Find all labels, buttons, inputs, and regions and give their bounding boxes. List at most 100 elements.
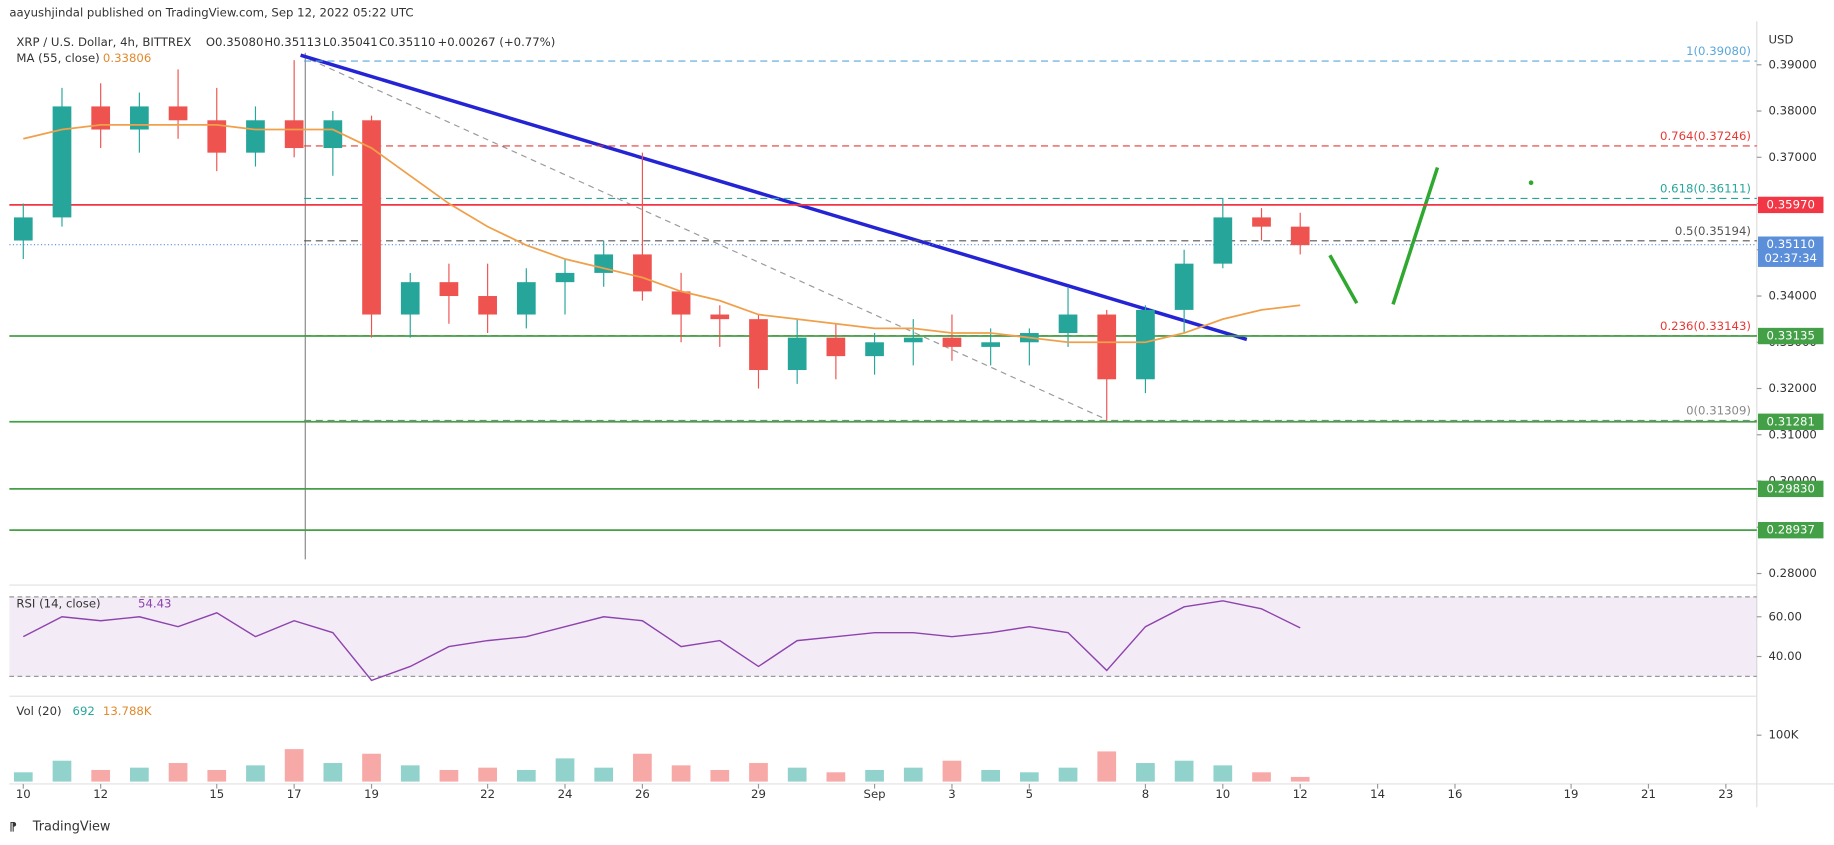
volume-bar [439, 769, 459, 782]
y-tick-label: 0.37000 [1769, 150, 1817, 164]
candle-body [91, 106, 111, 130]
x-tick-label: 17 [287, 787, 302, 801]
candle-body [1213, 217, 1233, 264]
candle-body [168, 106, 188, 121]
volume-bar [130, 767, 149, 782]
volume-bar [1136, 763, 1155, 782]
candle-body [1174, 263, 1194, 310]
rsi-value: 54.43 [138, 596, 171, 610]
volume-bar [400, 765, 420, 782]
candle-body [439, 282, 459, 297]
candle-body [1136, 309, 1155, 380]
candle-body [942, 337, 962, 347]
candle-body [555, 272, 575, 283]
volume-bar [207, 769, 227, 782]
volume-bar [787, 767, 807, 782]
volume-bar [1174, 760, 1194, 782]
candle-body [826, 337, 846, 357]
trendline [300, 53, 1248, 342]
fib-label: 0.5(0.35194) [1675, 224, 1751, 238]
volume-bar [671, 765, 691, 782]
ma-label: MA (55, close) [16, 51, 99, 65]
level-label: 0.35970 [1767, 197, 1815, 211]
volume-bar [1097, 751, 1117, 782]
countdown: 02:37:34 [1764, 251, 1817, 265]
x-tick-label: 29 [751, 787, 766, 801]
y-tick-label: 0.28000 [1769, 566, 1817, 580]
currency: USD [1769, 33, 1794, 47]
candle-body [516, 282, 536, 315]
x-tick-label: 5 [1026, 787, 1033, 801]
candle-body [52, 106, 72, 218]
volume-bar [91, 769, 111, 782]
volume-bar [1252, 772, 1271, 782]
level-box [1757, 480, 1824, 498]
volume-bar [1058, 767, 1078, 782]
marker-dot [1528, 180, 1534, 186]
x-tick-label: 23 [1718, 787, 1733, 801]
x-tick-label: 21 [1641, 787, 1656, 801]
projection-arrow [1328, 254, 1359, 305]
projection-arrow [1391, 166, 1440, 305]
volume-current: 692 [73, 704, 95, 718]
volume-bar [1019, 772, 1039, 782]
candle-body [478, 296, 497, 315]
volume-bar [555, 758, 575, 782]
open: O0.35080 [206, 35, 264, 49]
level-box [1757, 413, 1824, 430]
volume-bar [168, 763, 188, 782]
level-box [1757, 521, 1824, 539]
symbol: XRP / U.S. Dollar, 4h, BITTREX [16, 35, 191, 49]
candle-body [865, 342, 884, 357]
volume-bar [633, 753, 652, 782]
x-tick-label: 12 [93, 787, 108, 801]
x-tick-label: 8 [1142, 787, 1149, 801]
x-tick-label: 3 [948, 787, 955, 801]
candle-body [1252, 217, 1271, 227]
candle-body [981, 342, 1001, 347]
candle-body [594, 254, 614, 273]
price-label: 0.35110 [1767, 237, 1815, 251]
volume-bar [516, 769, 536, 782]
publisher: aayushjindal published on TradingView.co… [9, 6, 413, 20]
y-tick-label: 0.31000 [1769, 427, 1817, 441]
fib-label: 1(0.39080) [1686, 44, 1751, 58]
candle-body [323, 120, 343, 149]
candle-body [1097, 314, 1117, 380]
volume-bar [1290, 776, 1310, 782]
volume-bar [362, 753, 381, 782]
volume-bar [710, 769, 730, 782]
x-tick-label: 19 [364, 787, 379, 801]
volume-bar [13, 772, 33, 782]
level-label: 0.29830 [1767, 481, 1815, 495]
y-tick-label: 0.34000 [1769, 289, 1817, 303]
candle-body [787, 337, 807, 371]
level-label: 0.31281 [1767, 414, 1815, 428]
candle-body [633, 254, 652, 292]
volume-bar [478, 767, 497, 782]
volume-bar [942, 760, 962, 782]
candle-body [903, 337, 923, 343]
candle-body [13, 217, 33, 241]
candle-body [671, 291, 691, 315]
candle-body [1058, 314, 1078, 334]
volume-bar [594, 767, 614, 782]
high: H0.35113 [264, 35, 321, 49]
fib-label: 0.236(0.33143) [1660, 319, 1751, 333]
fib-label: 0.618(0.36111) [1660, 182, 1751, 196]
y-tick-label: 60.00 [1769, 609, 1802, 623]
candle-body [207, 120, 227, 153]
x-tick-label: 22 [480, 787, 495, 801]
x-tick-label: 26 [635, 787, 650, 801]
ma-value: 0.33806 [103, 51, 151, 65]
volume-bar [246, 765, 265, 782]
volume-bar [981, 769, 1001, 782]
fib-label: 0.764(0.37246) [1660, 129, 1751, 143]
x-tick-label: 16 [1448, 787, 1463, 801]
x-tick-label: Sep [864, 787, 886, 801]
candle-body [362, 120, 381, 315]
x-tick-label: 10 [16, 787, 31, 801]
y-tick-label: 100K [1769, 728, 1799, 742]
close: C0.35110 [379, 35, 436, 49]
